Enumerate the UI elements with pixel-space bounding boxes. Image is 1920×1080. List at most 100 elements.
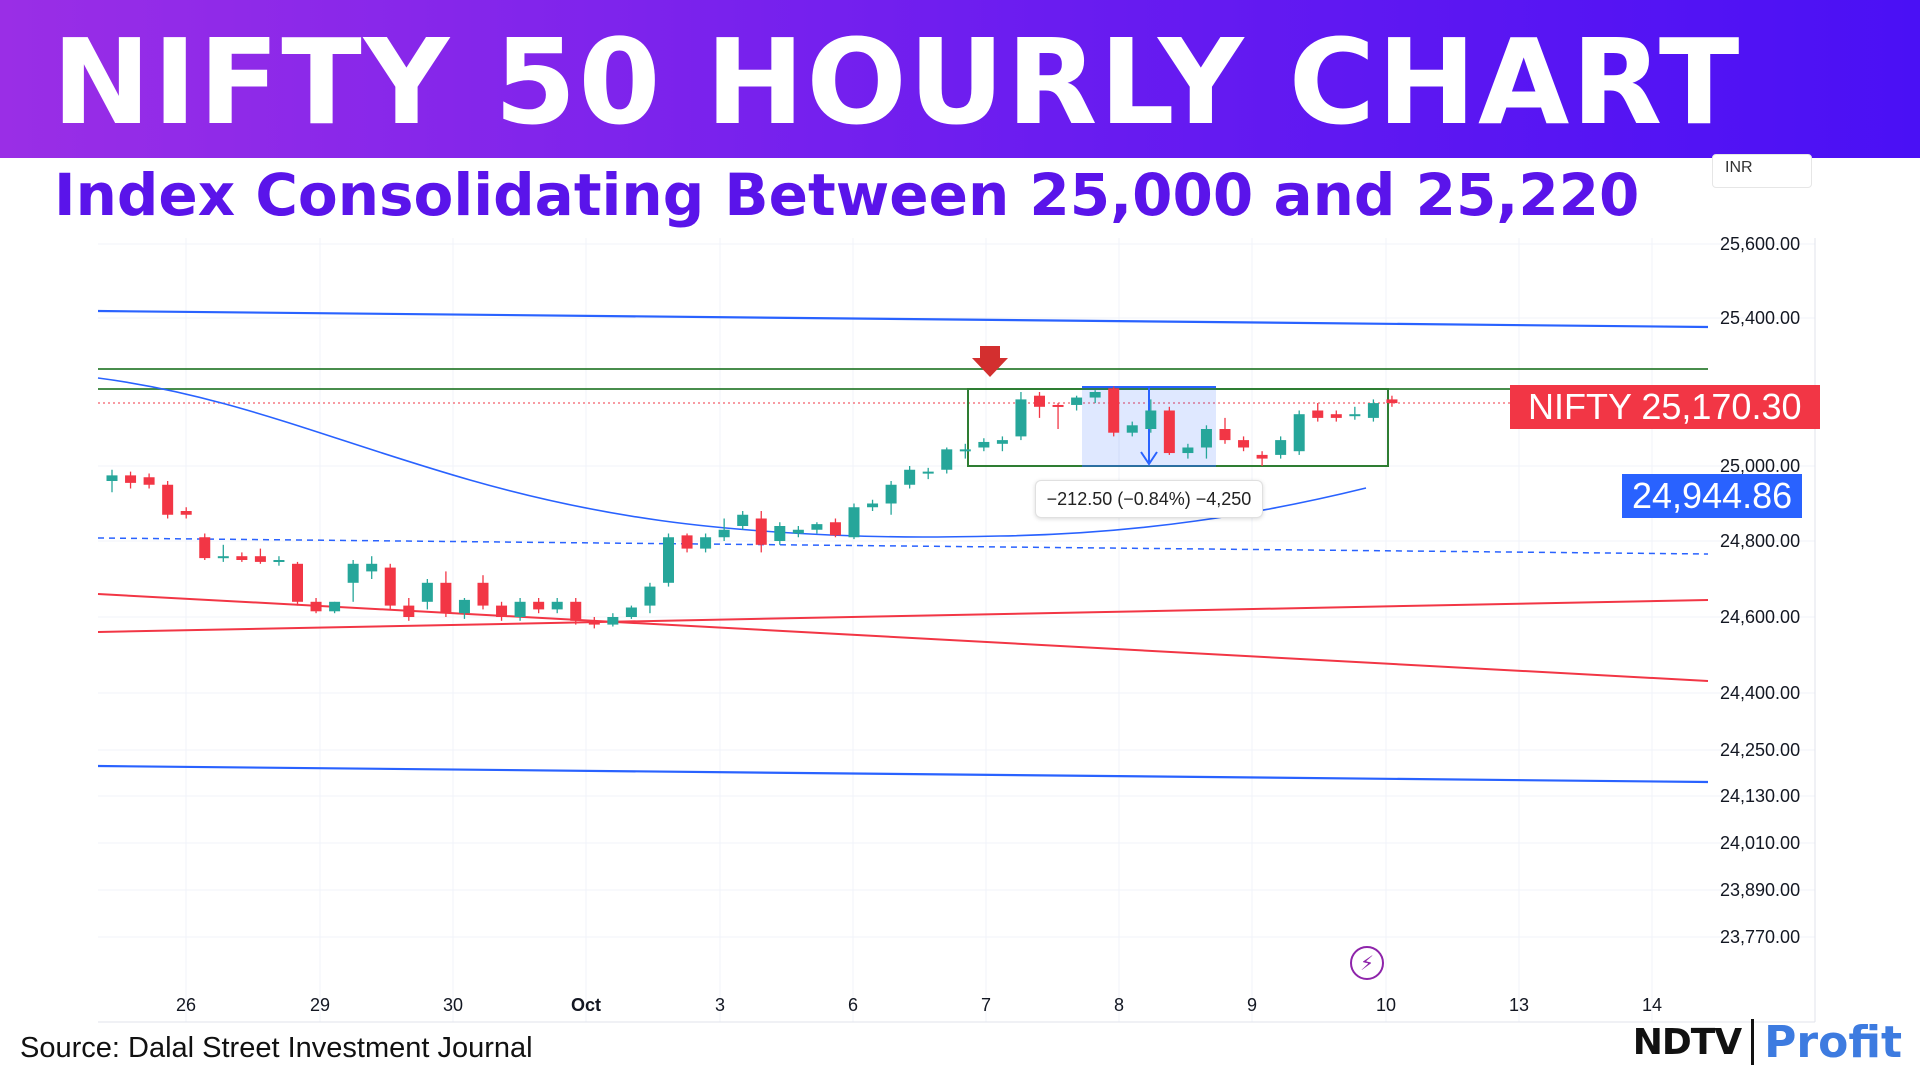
lightning-icon[interactable]: ⚡: [1350, 946, 1384, 980]
candle-down: [829, 522, 841, 536]
y-tick-label: 25,400.00: [1720, 308, 1800, 328]
candle-down: [533, 601, 545, 610]
candle-down: [125, 475, 137, 483]
candle-down: [1256, 454, 1268, 459]
chart-title: NIFTY 50 HOURLY CHART: [52, 13, 1742, 151]
x-tick-label: 29: [310, 995, 330, 1015]
candle-up: [848, 507, 860, 538]
candle-up: [1145, 410, 1157, 429]
upper-channel-line: [97, 309, 1709, 329]
candle-down: [588, 620, 600, 625]
candle-up: [217, 556, 229, 559]
candle-down: [440, 582, 452, 614]
brand-divider: [1751, 1019, 1755, 1065]
candle-up: [792, 529, 804, 534]
candle-up: [1293, 414, 1305, 452]
brand-ndtv: NDTV: [1632, 1021, 1742, 1063]
candle-down: [199, 537, 211, 559]
candle-up: [458, 599, 470, 614]
candle-down: [1330, 414, 1342, 418]
candle-up: [978, 441, 990, 448]
candle-up: [1071, 397, 1083, 405]
candle-up: [867, 503, 879, 508]
y-tick-label: 24,250.00: [1720, 740, 1800, 760]
candle-down: [1052, 404, 1064, 407]
x-tick-label: 10: [1376, 995, 1396, 1015]
currency-selector[interactable]: INR: [1712, 154, 1812, 188]
currency-label: INR: [1725, 159, 1753, 176]
moving-average-tag: 24,944.86: [1622, 474, 1803, 518]
y-axis: 25,600.00 25,400.00 25,000.00 24,800.00 24,6…: [1720, 234, 1800, 947]
candle-down: [236, 556, 248, 560]
candle-up: [1089, 392, 1101, 398]
candle-down: [1219, 429, 1231, 441]
candle-up: [1200, 429, 1212, 448]
candle-up: [1126, 425, 1138, 433]
source-caption: Source: Dalal Street Investment Journal: [20, 1032, 533, 1064]
x-tick-label: 6: [848, 995, 858, 1015]
candle-up: [106, 475, 118, 481]
candle-down: [1163, 410, 1175, 454]
down-arrow-marker: [972, 346, 1008, 377]
measure-tooltip: −212.50 (−0.84%) −4,250: [1035, 480, 1263, 518]
y-tick-label: 23,770.00: [1720, 927, 1800, 947]
candle-down: [162, 484, 174, 515]
candle-down: [496, 605, 508, 617]
candle-up: [941, 449, 953, 470]
candle-up: [996, 440, 1008, 444]
candle-down: [1108, 388, 1120, 433]
candle-down: [143, 477, 155, 485]
chart-grid: [98, 238, 1816, 1023]
candle-up: [737, 514, 749, 526]
candle-up: [1182, 447, 1194, 454]
y-tick-label: 24,130.00: [1720, 786, 1800, 806]
candle-down: [254, 556, 266, 562]
x-axis: 26 29 30 Oct 3 6 7 8 9 10 13 14: [176, 995, 1662, 1015]
candle-down: [310, 601, 322, 612]
y-tick-label: 24,600.00: [1720, 607, 1800, 627]
candle-down: [403, 605, 415, 617]
measure-arrow-head: [1140, 451, 1158, 466]
x-tick-label: 8: [1114, 995, 1124, 1015]
candle-up: [644, 586, 656, 606]
dashed-ma-line: [97, 537, 1709, 555]
x-tick-label: 9: [1247, 995, 1257, 1015]
candle-up: [625, 607, 637, 617]
candle-down: [292, 563, 303, 602]
candle-down: [1386, 399, 1398, 404]
candle-up: [959, 449, 971, 452]
candle-down: [477, 582, 489, 606]
y-tick-label: 24,800.00: [1720, 531, 1800, 551]
candle-up: [904, 469, 916, 485]
x-tick-label: 7: [981, 995, 991, 1015]
candle-down: [384, 567, 396, 606]
candle-up: [663, 537, 674, 583]
candles: [106, 386, 1398, 629]
x-tick-label: 30: [443, 995, 463, 1015]
candle-up: [718, 529, 730, 538]
candle-up: [885, 484, 897, 504]
candle-up: [774, 526, 786, 541]
last-price-tag: NIFTY 25,170.30: [1510, 385, 1820, 429]
candle-up: [922, 471, 934, 474]
candle-up: [347, 563, 359, 583]
y-tick-label: 24,400.00: [1720, 683, 1800, 703]
candle-up: [1015, 399, 1027, 437]
y-tick-label: 24,010.00: [1720, 833, 1800, 853]
chart-subtitle: Index Consolidating Between 25,000 and 2…: [54, 161, 1640, 229]
brand-logo: NDTV Profit: [1633, 1012, 1902, 1072]
x-tick-label: 13: [1509, 995, 1529, 1015]
chart-overlays: [97, 309, 1709, 784]
candle-up: [329, 601, 341, 612]
title-banner: NIFTY 50 HOURLY CHART: [0, 0, 1920, 158]
x-tick-label: 3: [715, 995, 725, 1015]
candle-down: [681, 535, 693, 549]
brand-profit: Profit: [1764, 1016, 1902, 1068]
candle-up: [273, 560, 285, 562]
x-tick-label: Oct: [571, 995, 601, 1015]
y-tick-label: 25,000.00: [1720, 456, 1800, 476]
y-tick-label: 25,600.00: [1720, 234, 1800, 254]
candle-down: [1034, 395, 1045, 407]
candle-up: [811, 524, 823, 530]
